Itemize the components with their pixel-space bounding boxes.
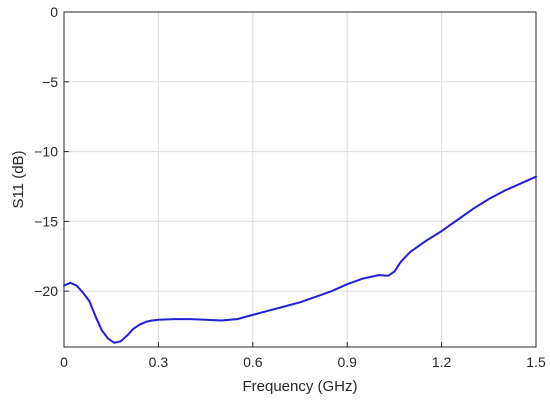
y-tick-label: −5 — [42, 74, 58, 90]
axes-box — [63, 11, 537, 348]
axis-ticks: 0 0.3 0.6 0.9 1.2 1.5 0 −5 −10 −15 −20 — [34, 4, 546, 370]
y-tick-label: −20 — [34, 283, 58, 299]
x-tick-label: 0 — [60, 354, 68, 370]
series-group — [63, 175, 537, 344]
x-tick-label: 0.3 — [149, 354, 169, 370]
y-tick-label: −15 — [34, 213, 58, 229]
x-tick-label: 0.6 — [243, 354, 263, 370]
y-axis-label: S11 (dB) — [10, 150, 27, 208]
x-axis-label: Frequency (GHz) — [242, 378, 357, 395]
y-tick-label: −10 — [34, 144, 58, 160]
x-tick-label: 0.9 — [337, 354, 357, 370]
x-tick-label: 1.5 — [526, 354, 546, 370]
y-tick-label: 0 — [50, 4, 58, 20]
s11-series-line — [63, 175, 537, 344]
x-tick-label: 1.2 — [432, 354, 452, 370]
grid-lines — [64, 12, 536, 347]
